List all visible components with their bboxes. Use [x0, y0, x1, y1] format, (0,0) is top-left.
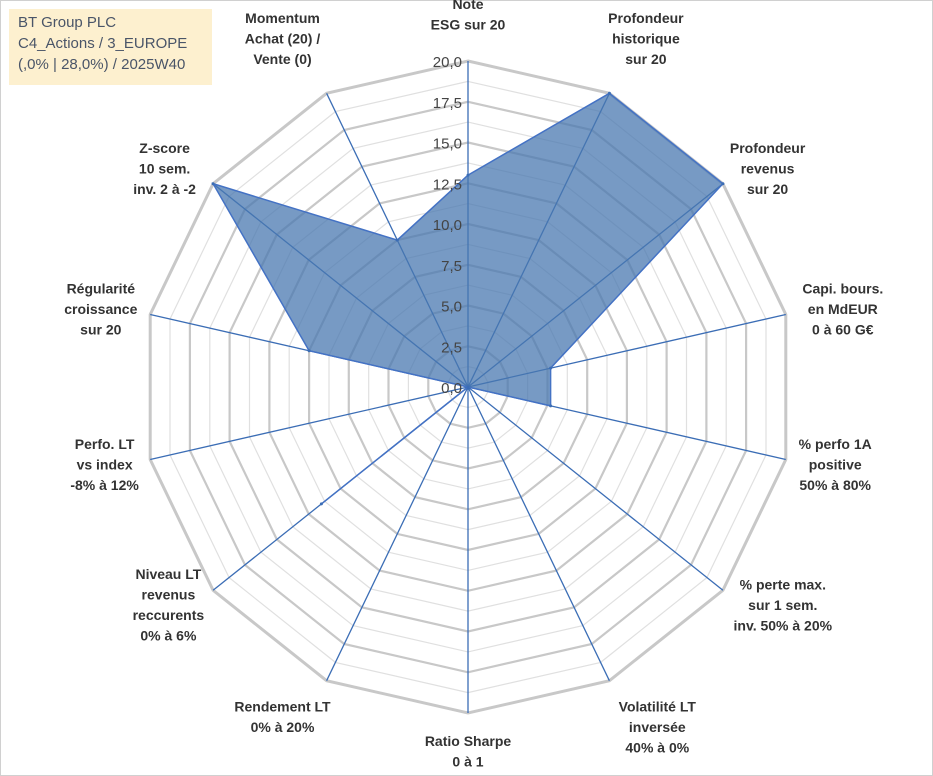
axis-label-1: Note ESG sur 20: [431, 0, 506, 33]
axis-label-line: vs index: [77, 457, 133, 473]
axis-label-line: Z-score: [139, 140, 190, 156]
data-point: [395, 238, 399, 242]
radial-tick-label: 10,0: [433, 217, 462, 234]
axis-label-14: Momentum Achat (20) / Vente (0): [245, 10, 321, 67]
tick-layer: 0,0 2,5 5,0 7,5 10,0 12,5 15,0 17,5 20,0: [433, 54, 462, 397]
axis-label-line: Achat (20) /: [245, 31, 321, 47]
data-point: [466, 173, 470, 177]
data-point: [466, 385, 470, 389]
title-line-3: (,0% | 28,0%) / 2025W40: [18, 56, 186, 73]
radial-tick-label: 2,5: [441, 339, 462, 356]
axis-label-13: Z-score 10 sem. inv. 2 à -2: [133, 140, 196, 197]
axis-label-9: Rendement LT 0% à 20%: [234, 698, 331, 735]
radial-tick-label: 0,0: [441, 380, 462, 397]
axis-label-4: Capi. bours. en MdEUR 0 à 60 G€: [802, 280, 883, 337]
axis-label-line: revenus: [741, 161, 795, 177]
data-point: [319, 502, 323, 506]
radial-tick-label: 17,5: [433, 95, 462, 112]
title-line-1: BT Group PLC: [18, 14, 117, 31]
axis-label-line: Vente (0): [253, 51, 311, 67]
axis-label-line: en MdEUR: [808, 301, 878, 317]
axis-label-line: -8% à 12%: [70, 477, 139, 493]
radial-tick-label: 5,0: [441, 299, 462, 316]
radial-tick-label: 12,5: [433, 176, 462, 193]
axis-spoke: [467, 386, 610, 681]
title-line-2: C4_Actions / 3_EUROPE: [18, 35, 188, 52]
axis-label-line: Régularité: [67, 280, 136, 296]
axis-label-line: Momentum: [245, 10, 320, 26]
axis-label-line: sur 1 sem.: [748, 597, 817, 613]
axis-label-line: sur 20: [80, 321, 121, 337]
axis-label-line: Profondeur: [608, 10, 684, 26]
axis-label-11: Perfo. LT vs index -8% à 12%: [70, 436, 139, 493]
axis-label-line: positive: [809, 457, 862, 473]
axis-label-5: % perfo 1A positive 50% à 80%: [799, 436, 872, 493]
axis-label-line: revenus: [142, 587, 196, 603]
axis-label-line: historique: [612, 31, 680, 47]
axis-spoke: [150, 386, 469, 461]
axis-label-line: Note: [452, 0, 483, 12]
axis-spoke: [467, 386, 724, 591]
axis-label-line: 10 sem.: [139, 161, 190, 177]
axis-label-line: sur 20: [747, 181, 788, 197]
axis-label-3: Profondeur revenus sur 20: [730, 140, 806, 197]
axis-label-line: % perte max.: [740, 577, 826, 593]
series-layer: [211, 91, 725, 506]
radial-tick-label: 7,5: [441, 258, 462, 275]
data-point: [721, 182, 725, 186]
axis-label-line: 0% à 20%: [251, 719, 315, 735]
data-point: [307, 349, 311, 353]
axis-label-line: ESG sur 20: [431, 17, 506, 33]
axis-label-line: % perfo 1A: [799, 436, 872, 452]
axis-label-8: Ratio Sharpe 0 à 1: [425, 733, 512, 770]
axis-label-line: 0 à 1: [452, 754, 483, 770]
data-point: [607, 91, 611, 95]
axis-label-2: Profondeur historique sur 20: [608, 10, 684, 67]
label-layer: Note ESG sur 20 Profondeur historique sur 20…: [64, 0, 883, 770]
axis-label-line: sur 20: [625, 51, 666, 67]
axis-label-line: reccurents: [133, 607, 205, 623]
data-point: [549, 366, 553, 370]
axis-label-line: croissance: [64, 301, 137, 317]
axis-label-line: 0% à 6%: [140, 628, 197, 644]
axis-label-7: Volatilité LT inversée 40% à 0%: [619, 698, 697, 755]
axis-label-line: inversée: [629, 719, 686, 735]
axis-label-line: inv. 50% à 20%: [734, 618, 833, 634]
axis-label-line: Perfo. LT: [75, 436, 135, 452]
axis-label-line: 40% à 0%: [625, 739, 689, 755]
axis-label-line: Rendement LT: [234, 698, 331, 714]
radial-tick-label: 15,0: [433, 136, 462, 153]
axis-label-10: Niveau LT revenus reccurents 0% à 6%: [133, 566, 205, 644]
axis-label-line: 50% à 80%: [799, 477, 871, 493]
data-point: [211, 182, 215, 186]
axis-spoke: [326, 386, 469, 681]
chart-title-box: BT Group PLC C4_Actions / 3_EUROPE (,0% …: [9, 9, 212, 85]
axis-label-line: Ratio Sharpe: [425, 733, 512, 749]
axis-label-line: Volatilité LT: [619, 698, 697, 714]
data-point: [549, 404, 553, 408]
axis-label-12: Régularité croissance sur 20: [64, 280, 137, 337]
axis-label-line: inv. 2 à -2: [133, 181, 196, 197]
axis-label-line: 0 à 60 G€: [812, 321, 874, 337]
axis-label-line: Profondeur: [730, 140, 806, 156]
axis-label-line: Capi. bours.: [802, 280, 883, 296]
axis-label-line: Niveau LT: [135, 566, 201, 582]
series-area: [211, 92, 725, 505]
radial-tick-label: 20,0: [433, 54, 462, 71]
axis-label-6: % perte max. sur 1 sem. inv. 50% à 20%: [734, 577, 833, 634]
